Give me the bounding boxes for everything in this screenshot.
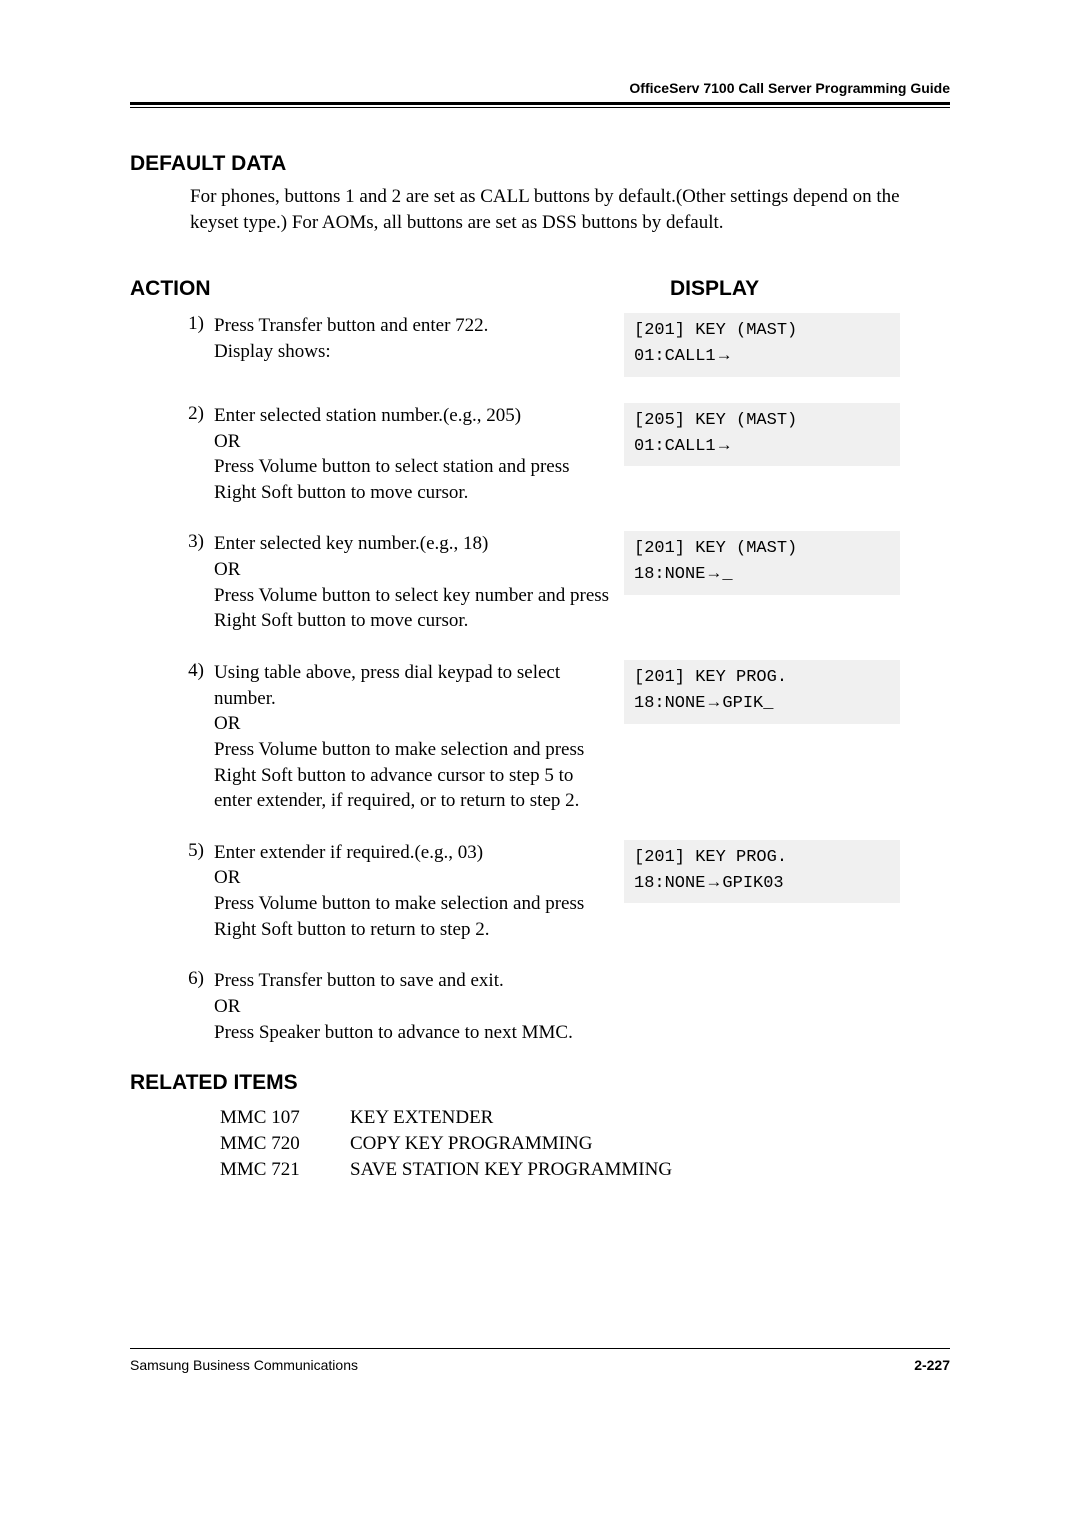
default-data-text: For phones, buttons 1 and 2 are set as C… <box>190 184 950 235</box>
action-display-headings: ACTION DISPLAY <box>130 277 950 301</box>
related-mmc-desc: SAVE STATION KEY PROGRAMMING <box>350 1157 672 1183</box>
step-number: 1) <box>180 313 214 335</box>
page-footer: Samsung Business Communications 2-227 <box>130 1348 950 1373</box>
step-number: 2) <box>180 403 214 425</box>
header-rule-thin <box>130 107 950 108</box>
display-heading: DISPLAY <box>670 277 950 301</box>
step-row: 1)Press Transfer button and enter 722.Di… <box>180 313 950 377</box>
related-mmc-desc: KEY EXTENDER <box>350 1105 493 1131</box>
step-row: 2)Enter selected station number.(e.g., 2… <box>180 403 950 506</box>
display-box: [205] KEY (MAST) 01:CALL1→ <box>624 403 900 467</box>
related-item-row: MMC 720COPY KEY PROGRAMMING <box>220 1131 950 1157</box>
step-text: Enter selected station number.(e.g., 205… <box>214 403 624 506</box>
doc-header-title: OfficeServ 7100 Call Server Programming … <box>130 80 950 102</box>
footer-left-text: Samsung Business Communications <box>130 1357 358 1373</box>
step-text: Using table above, press dial keypad to … <box>214 660 624 814</box>
display-box: [201] KEY (MAST) 01:CALL1→ <box>624 313 900 377</box>
default-data-heading: DEFAULT DATA <box>130 152 950 176</box>
display-box: [201] KEY PROG. 18:NONE→GPIK_ <box>624 660 900 724</box>
step-number: 4) <box>180 660 214 682</box>
related-items-section: RELATED ITEMS MMC 107KEY EXTENDERMMC 720… <box>130 1071 950 1182</box>
header-rule-thick <box>130 102 950 105</box>
related-mmc-code: MMC 721 <box>220 1157 350 1183</box>
step-row: 5)Enter extender if required.(e.g., 03)O… <box>180 840 950 943</box>
step-text: Press Transfer button to save and exit.O… <box>214 968 624 1045</box>
arrow-icon: → <box>705 563 722 582</box>
related-item-row: MMC 107KEY EXTENDER <box>220 1105 950 1131</box>
related-items-table: MMC 107KEY EXTENDERMMC 720COPY KEY PROGR… <box>220 1105 950 1182</box>
step-row: 6)Press Transfer button to save and exit… <box>180 968 950 1045</box>
display-box: [201] KEY PROG. 18:NONE→GPIK03 <box>624 840 900 904</box>
step-text: Enter extender if required.(e.g., 03)ORP… <box>214 840 624 943</box>
related-mmc-code: MMC 720 <box>220 1131 350 1157</box>
related-mmc-code: MMC 107 <box>220 1105 350 1131</box>
step-row: 3)Enter selected key number.(e.g., 18)OR… <box>180 531 950 634</box>
step-text: Enter selected key number.(e.g., 18)ORPr… <box>214 531 624 634</box>
steps-list: 1)Press Transfer button and enter 722.Di… <box>180 313 950 1045</box>
step-text: Press Transfer button and enter 722.Disp… <box>214 313 624 364</box>
footer-row: Samsung Business Communications 2-227 <box>130 1357 950 1373</box>
step-row: 4)Using table above, press dial keypad t… <box>180 660 950 814</box>
related-item-row: MMC 721SAVE STATION KEY PROGRAMMING <box>220 1157 950 1183</box>
footer-page-number: 2-227 <box>914 1357 950 1373</box>
page-content: OfficeServ 7100 Call Server Programming … <box>130 80 950 1182</box>
arrow-icon: → <box>705 692 722 711</box>
related-mmc-desc: COPY KEY PROGRAMMING <box>350 1131 592 1157</box>
display-box: [201] KEY (MAST) 18:NONE→_ <box>624 531 900 595</box>
footer-rule <box>130 1348 950 1349</box>
arrow-icon: → <box>705 872 722 891</box>
arrow-icon: → <box>716 345 733 364</box>
arrow-icon: → <box>716 435 733 454</box>
step-number: 6) <box>180 968 214 990</box>
action-heading: ACTION <box>130 277 211 301</box>
related-items-heading: RELATED ITEMS <box>130 1071 950 1095</box>
step-number: 5) <box>180 840 214 862</box>
step-number: 3) <box>180 531 214 553</box>
